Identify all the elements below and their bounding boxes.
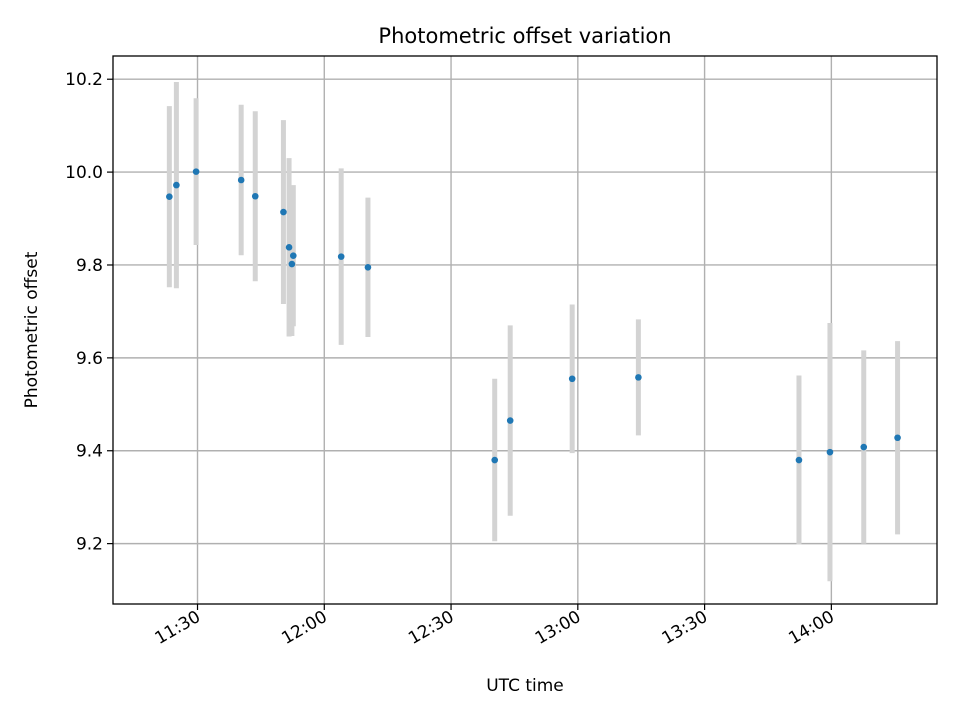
data-point bbox=[166, 193, 173, 201]
data-point bbox=[364, 264, 372, 271]
y-tick-label: 10.2 bbox=[65, 70, 103, 90]
y-tick-label: 9.8 bbox=[76, 256, 103, 276]
x-axis-label: UTC time bbox=[486, 676, 564, 696]
chart-title: Photometric offset variation bbox=[378, 24, 671, 48]
data-point bbox=[860, 443, 868, 451]
data-point bbox=[568, 375, 576, 383]
data-point bbox=[192, 168, 200, 175]
y-tick-label: 9.2 bbox=[76, 535, 103, 555]
data-point bbox=[337, 253, 345, 260]
data-point bbox=[288, 260, 296, 268]
plot-frame bbox=[112, 55, 938, 605]
data-point bbox=[237, 176, 245, 184]
data-point bbox=[826, 448, 834, 456]
data-point bbox=[173, 181, 180, 189]
y-axis-label: Photometric offset bbox=[22, 251, 42, 408]
data-point bbox=[491, 456, 499, 464]
data-point bbox=[506, 417, 514, 424]
data-point bbox=[285, 244, 293, 251]
data-point bbox=[894, 434, 901, 442]
data-point bbox=[635, 374, 642, 381]
point-layer bbox=[166, 168, 901, 464]
data-point bbox=[795, 456, 803, 464]
data-point bbox=[251, 192, 259, 200]
data-point bbox=[280, 208, 287, 216]
data-point bbox=[289, 252, 297, 259]
grid-layer bbox=[113, 56, 937, 604]
y-tick-label: 9.6 bbox=[76, 349, 103, 369]
y-tick-label: 10.0 bbox=[65, 163, 103, 183]
y-tick-label: 9.4 bbox=[76, 442, 103, 462]
